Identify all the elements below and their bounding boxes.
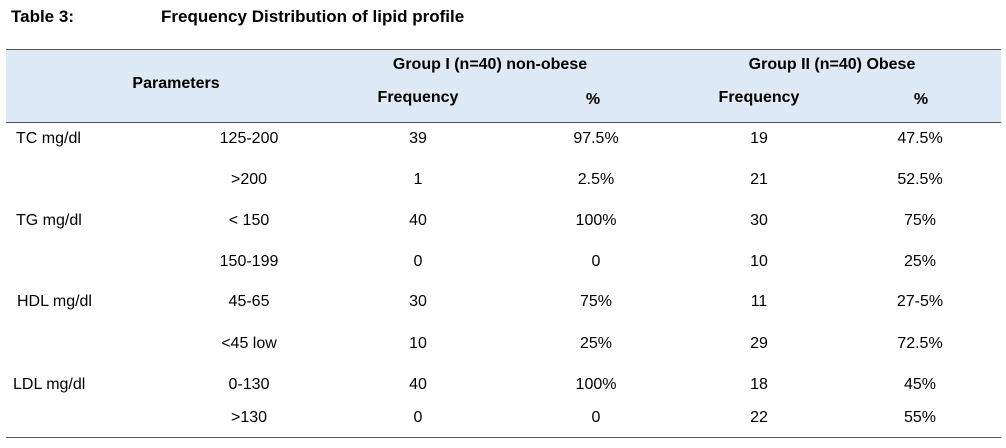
- cell-group2-frequency: 29: [750, 335, 768, 352]
- cell-group2-frequency: 19: [750, 130, 768, 147]
- cell-group1-percent: 75%: [579, 293, 613, 310]
- cell-range: 0-130: [228, 376, 270, 393]
- table-bottom-rule: [6, 437, 1001, 438]
- table-label: Table 3:: [11, 7, 74, 26]
- cell-group2-frequency: 11: [750, 293, 768, 310]
- table-top-rule: [6, 49, 1001, 50]
- cell-range: >130: [230, 409, 268, 426]
- cell-group2-percent: 25%: [903, 253, 937, 270]
- header-parameters: Parameters: [132, 75, 220, 92]
- header-group2-frequency: Frequency: [718, 89, 800, 106]
- cell-group2-percent: 52.5%: [897, 171, 943, 188]
- cell-group2-frequency: 18: [750, 376, 768, 393]
- cell-group1-percent: 100%: [575, 376, 617, 393]
- cell-group2-percent: 75%: [903, 212, 937, 229]
- table-header-rule: [6, 122, 1001, 123]
- cell-range: 45-65: [228, 293, 270, 310]
- cell-group2-percent: 45%: [903, 376, 937, 393]
- cell-range: 150-199: [219, 253, 279, 270]
- cell-group1-frequency: 40: [409, 376, 427, 393]
- cell-parameter: HDL mg/dl: [17, 293, 92, 310]
- cell-parameter: TG mg/dl: [16, 212, 82, 229]
- cell-group1-frequency: 39: [409, 130, 427, 147]
- header-group2: Group II (n=40) Obese: [748, 56, 916, 73]
- cell-group1-frequency: 0: [413, 409, 423, 426]
- cell-group2-percent: 72.5%: [897, 335, 943, 352]
- header-group2-percent: %: [913, 91, 929, 108]
- table-header-background: [6, 50, 1001, 122]
- cell-group2-frequency: 10: [750, 253, 768, 270]
- table-title: Frequency Distribution of lipid profile: [161, 7, 465, 26]
- cell-range: <45 low: [221, 335, 277, 352]
- cell-parameter: LDL mg/dl: [13, 376, 86, 393]
- cell-group1-percent: 0: [591, 253, 601, 270]
- cell-group1-percent: 2.5%: [577, 171, 615, 188]
- cell-group1-percent: 25%: [579, 335, 613, 352]
- cell-group2-percent: 55%: [903, 409, 937, 426]
- cell-group2-frequency: 30: [750, 212, 768, 229]
- cell-group1-frequency: 1: [413, 171, 423, 188]
- cell-group2-frequency: 21: [750, 171, 768, 188]
- cell-group1-percent: 100%: [575, 212, 617, 229]
- cell-parameter: TC mg/dl: [16, 130, 81, 147]
- cell-group1-frequency: 0: [413, 253, 423, 270]
- cell-group2-percent: 27-5%: [896, 293, 944, 310]
- cell-group1-percent: 0: [591, 409, 601, 426]
- cell-group1-frequency: 30: [409, 293, 427, 310]
- cell-group1-frequency: 40: [409, 212, 427, 229]
- cell-group1-percent: 97.5%: [573, 130, 619, 147]
- cell-range: < 150: [228, 212, 270, 229]
- cell-group1-frequency: 10: [409, 335, 427, 352]
- cell-range: 125-200: [219, 130, 279, 147]
- cell-group2-frequency: 22: [750, 409, 768, 426]
- header-group1-frequency: Frequency: [377, 89, 459, 106]
- cell-range: >200: [230, 171, 268, 188]
- cell-group2-percent: 47.5%: [897, 130, 943, 147]
- header-group1-percent: %: [585, 91, 601, 108]
- header-group1: Group I (n=40) non-obese: [392, 56, 588, 73]
